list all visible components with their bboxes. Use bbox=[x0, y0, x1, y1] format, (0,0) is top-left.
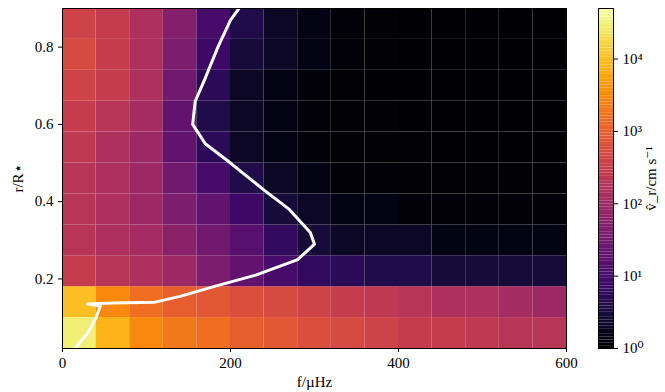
svg-text:0.6: 0.6 bbox=[35, 116, 54, 132]
svg-text:f/µHz: f/µHz bbox=[297, 374, 333, 390]
svg-text:0: 0 bbox=[59, 355, 67, 371]
svg-text:200: 200 bbox=[219, 355, 242, 371]
svg-text:10³: 10³ bbox=[623, 123, 643, 139]
svg-text:10¹: 10¹ bbox=[623, 268, 643, 284]
svg-text:0.4: 0.4 bbox=[35, 193, 54, 209]
svg-text:0.8: 0.8 bbox=[35, 39, 54, 55]
svg-text:10⁴: 10⁴ bbox=[623, 51, 643, 67]
svg-text:0.2: 0.2 bbox=[35, 271, 54, 287]
svg-text:v̂_r/cm s⁻¹: v̂_r/cm s⁻¹ bbox=[643, 146, 659, 211]
svg-text:10⁰: 10⁰ bbox=[623, 340, 644, 356]
svg-text:r/R⋆: r/R⋆ bbox=[10, 164, 26, 192]
svg-text:600: 600 bbox=[555, 355, 578, 371]
svg-text:400: 400 bbox=[387, 355, 410, 371]
svg-text:10²: 10² bbox=[623, 196, 643, 212]
